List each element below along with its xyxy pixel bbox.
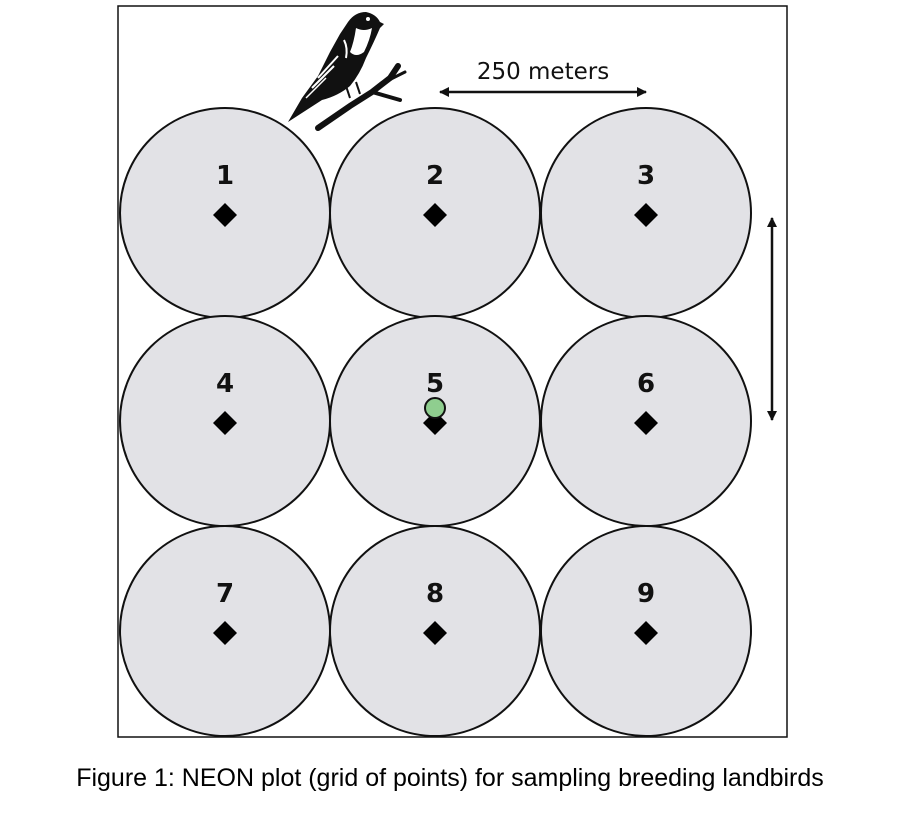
plot-diagram: 1 2 3 4 5 6 7 8 9 250 meters [117,5,788,738]
diamond-marker-icon [213,203,237,227]
point-label: 3 [637,161,655,191]
point-label: 5 [426,369,444,399]
point-8: 8 [329,525,541,737]
highlight-dot-icon [424,397,446,419]
diamond-marker-icon [634,411,658,435]
diamond-marker-icon [634,621,658,645]
sampling-points: 1 2 3 4 5 6 7 8 9 [119,107,752,737]
point-7: 7 [119,525,331,737]
point-2: 2 [329,107,541,319]
diamond-marker-icon [423,621,447,645]
point-label: 7 [216,579,234,609]
point-9: 9 [540,525,752,737]
diamond-marker-icon [423,203,447,227]
diamond-marker-icon [634,203,658,227]
point-label: 8 [426,579,444,609]
spacing-label: 250 meters [477,59,609,85]
point-label: 1 [216,161,234,191]
point-label: 4 [216,369,234,399]
point-1: 1 [119,107,331,319]
point-5: 5 [329,315,541,527]
point-label: 6 [637,369,655,399]
horizontal-spacing-indicator: 250 meters [439,59,647,97]
point-3: 3 [540,107,752,319]
point-label: 9 [637,579,655,609]
figure-caption: Figure 1: NEON plot (grid of points) for… [76,764,824,792]
point-6: 6 [540,315,752,527]
point-label: 2 [426,161,444,191]
diamond-marker-icon [213,621,237,645]
point-4: 4 [119,315,331,527]
bird-icon [288,12,407,131]
diamond-marker-icon [213,411,237,435]
